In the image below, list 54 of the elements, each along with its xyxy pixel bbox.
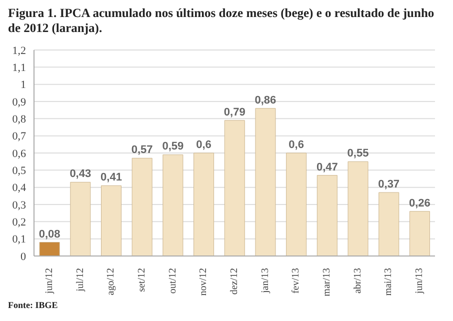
data-label: 0,86 [254, 94, 276, 106]
bar [286, 152, 307, 256]
x-tick-label: dez/12 [229, 268, 240, 295]
data-label: 0,57 [131, 144, 153, 156]
x-tick-label: fev/13 [290, 268, 302, 294]
x-tick-label: jun/12 [44, 268, 55, 295]
y-tick-label: 0,5 [12, 165, 26, 178]
x-tick-label: out/12 [167, 268, 178, 294]
bar [409, 211, 430, 256]
bar [348, 161, 368, 256]
bar [194, 152, 214, 256]
bar [162, 154, 184, 256]
y-tick-label: 1,1 [12, 62, 26, 74]
x-tick-label: jan/13 [260, 268, 271, 294]
y-tick-label: 0,9 [12, 96, 26, 108]
bar [255, 108, 276, 256]
y-tick-label: 1 [20, 79, 26, 92]
bar [316, 175, 338, 256]
data-label: 0,6 [196, 139, 212, 151]
bar [132, 158, 152, 256]
data-label: 0,41 [100, 172, 122, 184]
bar [39, 242, 60, 256]
bar [224, 120, 245, 256]
data-label: 0,47 [316, 161, 338, 174]
data-label: 0,6 [288, 139, 304, 151]
y-tick-label: 1,2 [12, 44, 26, 57]
y-tick-label: 0,2 [12, 216, 26, 229]
data-label: 0,26 [408, 197, 430, 210]
x-tick-label: jul/12 [74, 268, 86, 292]
x-tick-label: set/12 [136, 268, 148, 292]
x-tick-label: abr/13 [352, 268, 364, 294]
x-tick-label: ago/12 [106, 268, 117, 296]
y-tick-label: 0,6 [12, 148, 26, 160]
x-tick-label: mai/13 [383, 268, 394, 296]
data-label: 0,43 [70, 168, 92, 180]
bar [100, 185, 122, 256]
bar [378, 192, 400, 256]
bar [70, 182, 91, 256]
x-tick-label: nov/12 [198, 268, 210, 296]
data-label: 0,37 [378, 178, 400, 190]
y-tick-label: 0,3 [12, 199, 26, 212]
data-label: 0,08 [38, 228, 60, 240]
data-label: 0,79 [224, 106, 246, 118]
data-label: 0,55 [347, 148, 369, 160]
y-tick-label: 0,7 [12, 130, 26, 143]
chart-title: Figura 1. IPCA acumulado nos últimos doze meses (bege) e o resultado de junho de 2012 (laranja). [8, 6, 436, 36]
y-tick-label: 0,1 [12, 234, 26, 246]
y-tick-label: 0,4 [12, 182, 26, 194]
x-tick-label: jun/13 [414, 268, 426, 295]
y-tick-label: 0,8 [12, 114, 26, 126]
data-label: 0,59 [162, 140, 184, 153]
y-tick-label: 0 [20, 250, 26, 263]
source-note: Fonte: IBGE [8, 300, 58, 310]
x-tick-label: mar/13 [322, 268, 333, 296]
